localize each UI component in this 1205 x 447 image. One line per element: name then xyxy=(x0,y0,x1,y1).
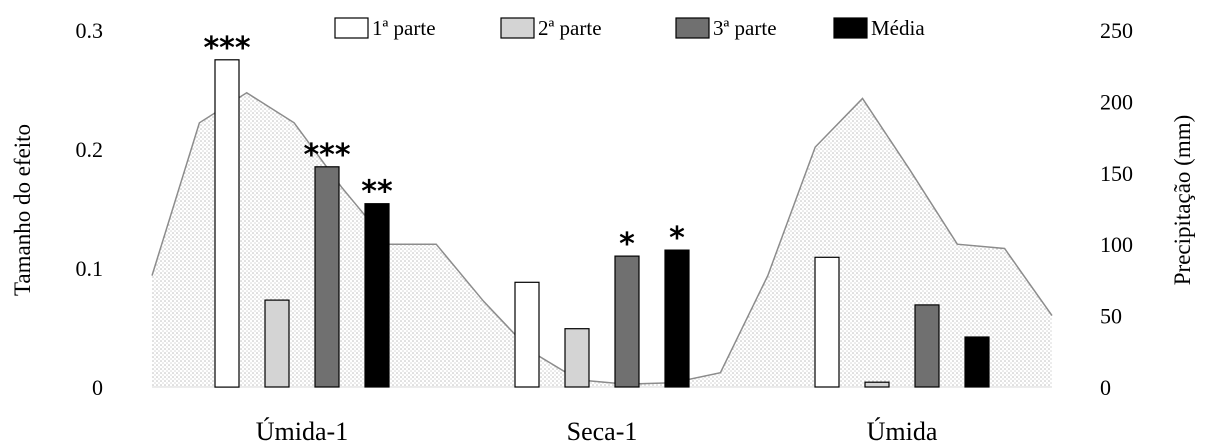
legend-item-4: Média xyxy=(833,16,925,40)
significance-layer: ********* * xyxy=(203,31,685,262)
bar-2-4 xyxy=(664,249,690,388)
y2-tick-2: 50 xyxy=(1100,304,1122,329)
legend-swatch-3 xyxy=(675,17,710,39)
y2-tick-3: 100 xyxy=(1100,232,1133,257)
legend-swatch-1 xyxy=(334,17,369,39)
significance-mark-1-3: *** xyxy=(303,138,350,173)
bar-3-2 xyxy=(864,381,890,388)
y2-tick-1: 0 xyxy=(1100,375,1111,400)
category-label-2: Seca-1 xyxy=(567,417,638,446)
bar-2-3 xyxy=(614,255,640,388)
bar-2-2 xyxy=(564,328,590,388)
category-label-3: Úmida xyxy=(867,417,938,446)
legend-item-1: 1ª parte xyxy=(334,16,436,40)
category-labels-layer: Úmida-1 Seca-1 Úmida xyxy=(256,417,938,446)
y-tick-1: 0 xyxy=(92,375,103,400)
legend-swatch-4 xyxy=(833,17,868,39)
y2-tick-5: 200 xyxy=(1100,89,1133,114)
bar-1-2 xyxy=(264,299,290,388)
bar-1-3 xyxy=(314,166,340,388)
y-tick-2: 0.1 xyxy=(76,256,104,281)
legend-item-2: 2ª parte xyxy=(500,16,602,40)
legend-label-1: 1ª parte xyxy=(372,16,436,40)
axis-ticks-layer: 0 0.1 0.2 0.3 0 50 100 150 200 250 xyxy=(76,18,1134,400)
legend-item-3: 3ª parte xyxy=(675,16,777,40)
y-tick-3: 0.2 xyxy=(76,137,104,162)
legend-swatch-2 xyxy=(500,17,535,39)
bar-1-1 xyxy=(214,59,240,388)
y2-tick-4: 150 xyxy=(1100,161,1133,186)
y2-tick-6: 250 xyxy=(1100,18,1133,43)
bars-layer xyxy=(214,59,990,388)
bar-3-4 xyxy=(964,336,990,388)
significance-mark-1-1: *** xyxy=(203,31,250,66)
significance-mark-2-4: * xyxy=(669,221,685,256)
bar-3-3 xyxy=(914,304,940,388)
legend-label-3: 3ª parte xyxy=(713,16,777,40)
category-label-1: Úmida-1 xyxy=(256,417,348,446)
legend-label-4: Média xyxy=(871,16,925,40)
y2-axis-title: Precipitação (mm) xyxy=(1170,115,1195,286)
bar-2-1 xyxy=(514,281,540,388)
y-tick-4: 0.3 xyxy=(76,18,104,43)
y-axis-title: Tamanho do efeito xyxy=(10,124,35,296)
precipitation-line xyxy=(151,91,1053,385)
legend: 1ª parte 2ª parte 3ª parte Média xyxy=(334,16,925,40)
significance-mark-1-4: ** xyxy=(361,175,393,210)
bar-1-4 xyxy=(364,203,390,388)
legend-label-2: 2ª parte xyxy=(538,16,602,40)
significance-mark-2-3: * xyxy=(619,227,635,262)
bar-3-1 xyxy=(814,256,840,388)
